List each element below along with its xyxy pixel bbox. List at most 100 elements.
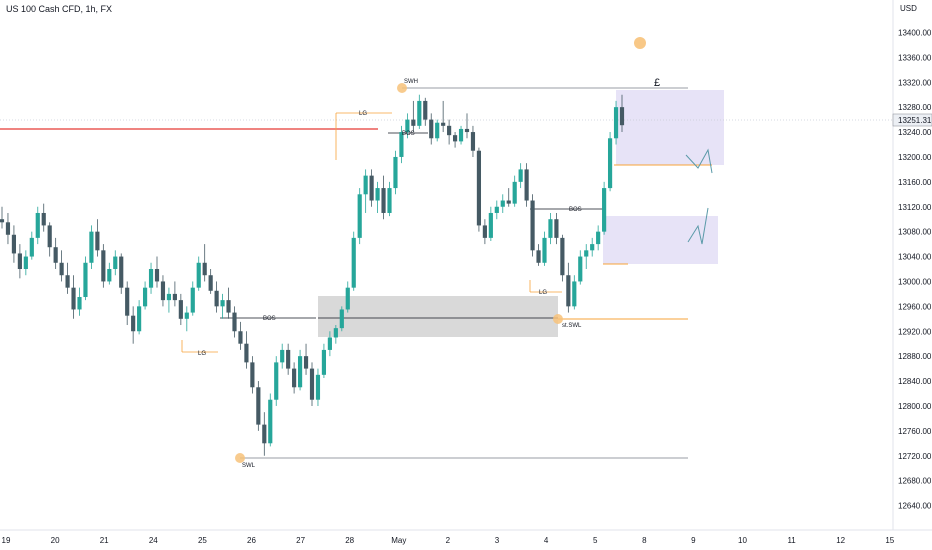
time-tick: 3 [495,536,500,545]
candle [77,287,82,316]
candle [536,244,541,266]
swh-label: SWH [404,79,418,85]
price-tick: 13320.00 [898,78,932,87]
candle [405,113,410,139]
candle [47,222,52,257]
candle [339,306,344,332]
time-tick: 11 [787,536,796,545]
candle [59,250,64,282]
orange-dot [634,37,646,49]
price-tick: 12640.00 [898,502,932,511]
lg-label-2: LG [359,111,367,117]
time-tick: 15 [885,536,894,545]
price-tick: 12720.00 [898,452,932,461]
time-tick: 20 [51,536,60,545]
candle [89,225,94,269]
candle [226,287,231,319]
candle [590,237,595,257]
candle [274,356,279,406]
candle [441,100,446,133]
candle [482,219,487,245]
swl-label: SWL [242,463,256,469]
currency-label: USD [900,4,917,13]
grey-zone [318,296,558,337]
candle [464,113,470,139]
candle [83,256,88,301]
price-tick: 13080.00 [898,228,932,237]
chart-title: US 100 Cash CFD, 1h, FX [6,4,113,14]
candle [148,262,154,294]
candle [447,119,452,145]
purple-zone-upper [616,90,724,165]
lg-label-1: LG [198,351,206,357]
candle [393,150,398,195]
candle [542,231,547,266]
candle [578,250,583,285]
time-tick: 19 [2,536,11,545]
candle [357,188,362,245]
candle [375,181,380,213]
candle [345,281,350,313]
current-price-tag [892,113,932,127]
price-tick: 12880.00 [898,352,932,361]
candle [125,281,130,326]
candle [309,362,315,406]
candle [131,306,136,344]
time-tick: 9 [691,536,696,545]
price-tick: 13160.00 [898,178,932,187]
candle [619,94,625,133]
candle [512,175,517,207]
candle [584,244,589,269]
candle [196,256,201,291]
price-tick: 12760.00 [898,427,932,436]
time-tick: 2 [446,536,451,545]
candle [417,94,422,129]
candle [53,237,58,269]
candle [11,225,17,263]
price-tick: 12960.00 [898,302,932,311]
candle [363,169,368,213]
candle [232,306,237,338]
candle [178,293,183,326]
st-swl-marker [553,314,563,324]
time-tick: 8 [642,536,647,545]
candle [292,362,297,394]
candle [250,356,255,394]
candles-group [0,94,625,456]
candle [613,100,619,145]
candle [488,206,493,241]
candle [101,244,106,288]
time-tick: 4 [544,536,549,545]
candle [506,188,511,207]
swh-marker [397,83,407,93]
candle [524,163,529,207]
candle [518,163,523,189]
candle [71,275,76,319]
candle [166,287,172,313]
projection-arrow-up [687,207,709,245]
candle [602,181,607,235]
candle [262,412,267,456]
time-tick: 10 [738,536,747,545]
price-tick: 13120.00 [898,203,932,212]
candle [268,393,273,447]
price-tick: 13240.00 [898,128,932,137]
price-tick: 13200.00 [898,153,932,162]
candle [0,206,5,229]
time-tick: 12 [836,536,845,545]
current-price-label: 13251.31 [898,116,932,125]
time-tick: 28 [345,536,354,545]
candle [5,212,11,245]
candle [607,132,613,192]
candle [184,306,189,332]
candle [220,293,225,319]
candle [29,231,34,260]
candle [256,381,261,431]
candle [172,281,177,307]
candle [303,343,309,375]
candle [399,125,404,164]
candle [387,181,392,217]
price-tick: 13040.00 [898,253,932,262]
candle [530,194,535,257]
